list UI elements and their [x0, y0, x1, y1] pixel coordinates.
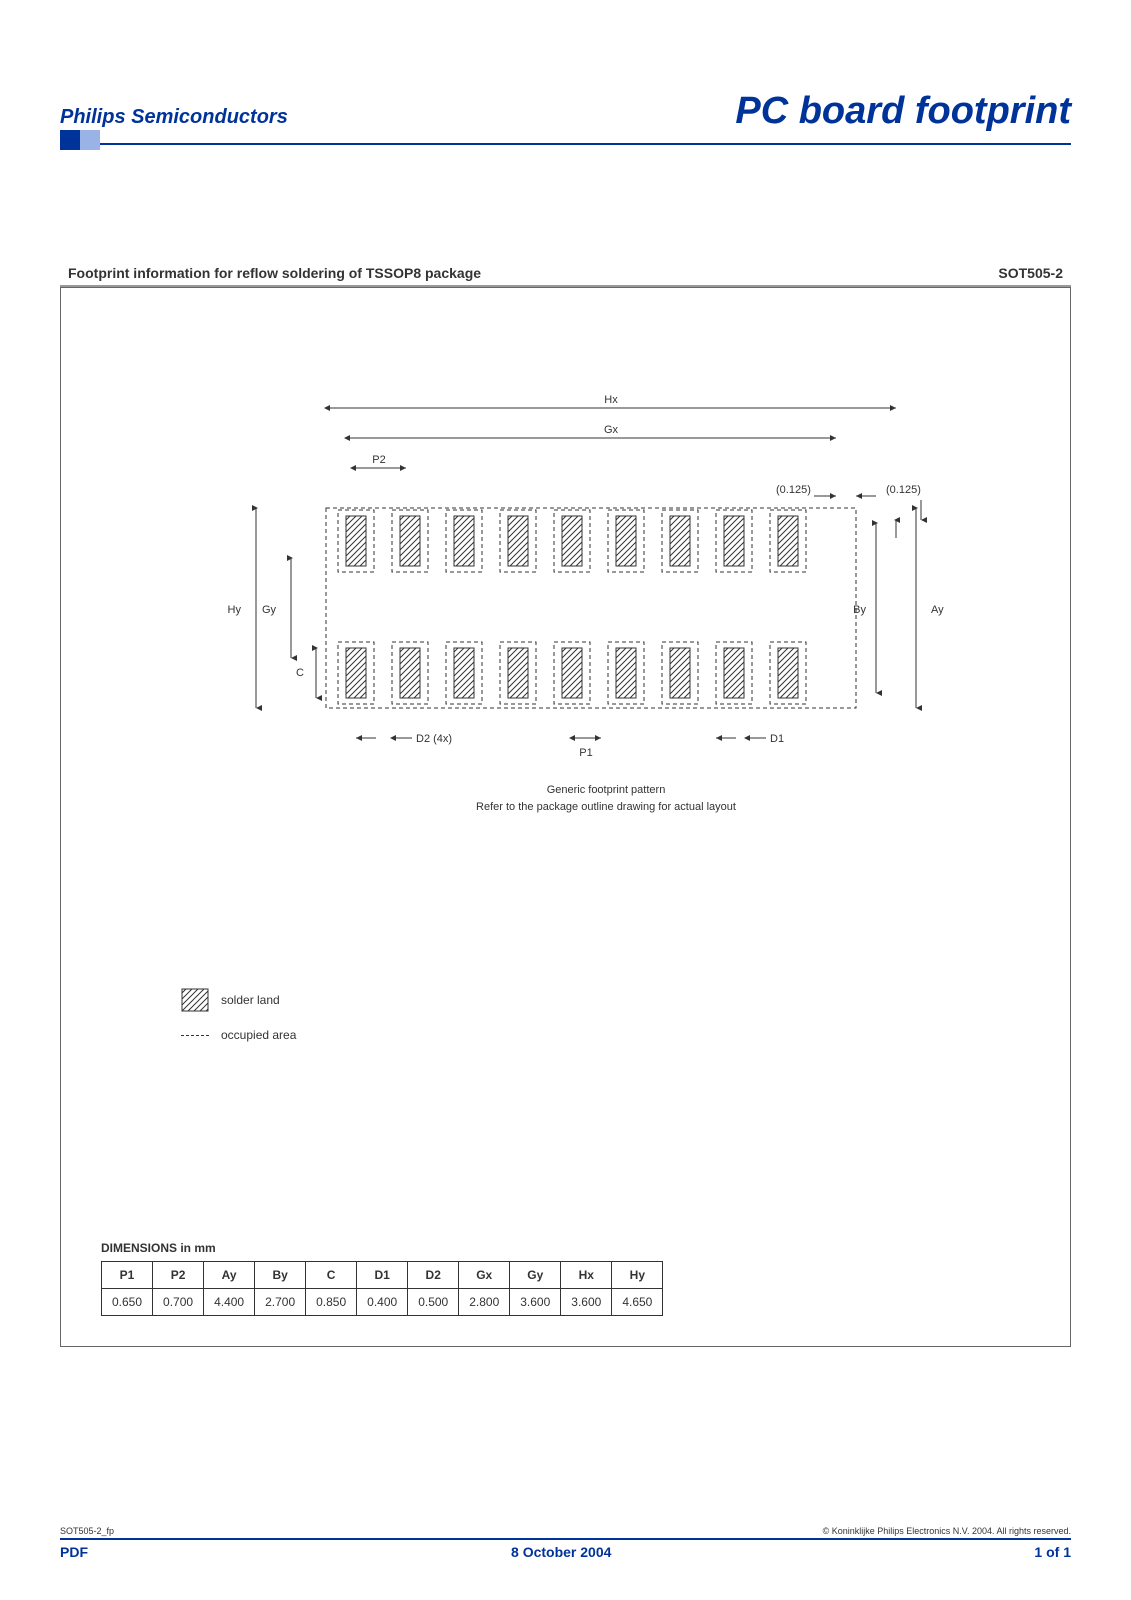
table-header-cell: D1	[357, 1262, 408, 1289]
page-footer: SOT505-2_fp © Koninklijke Philips Electr…	[60, 1526, 1071, 1560]
package-code: SOT505-2	[998, 265, 1063, 281]
label-gx: Gx	[603, 424, 618, 436]
legend-solder-land: solder land	[181, 988, 296, 1012]
legend-occupied-label: occupied area	[221, 1028, 296, 1042]
label-gy: Gy	[261, 604, 276, 616]
label-d2: D2 (4x)	[416, 733, 452, 745]
brand-name: Philips Semiconductors	[60, 106, 288, 129]
page-header: Philips Semiconductors PC board footprin…	[60, 90, 1071, 141]
table-header-row: P1P2AyByCD1D2GxGyHxHy	[102, 1262, 663, 1289]
table-header-cell: Gy	[510, 1262, 561, 1289]
table-header-cell: Ay	[204, 1262, 255, 1289]
table-header-cell: D2	[408, 1262, 459, 1289]
label-p2: P2	[372, 454, 385, 466]
page-title: PC board footprint	[735, 90, 1071, 133]
accent-square-dark	[60, 130, 80, 150]
label-by: By	[853, 604, 866, 616]
dash-swatch-icon	[181, 1035, 209, 1036]
table-cell: 0.700	[153, 1289, 204, 1316]
caption-line1: Generic footprint pattern	[546, 784, 665, 796]
table-cell: 4.650	[612, 1289, 663, 1316]
table-row: 0.6500.7004.4002.7000.8500.4000.5002.800…	[102, 1289, 663, 1316]
dimensions-section: DIMENSIONS in mm P1P2AyByCD1D2GxGyHxHy 0…	[101, 1241, 663, 1316]
label-ay: Ay	[931, 604, 944, 616]
label-tol-left: (0.125)	[776, 484, 811, 496]
table-cell: 0.500	[408, 1289, 459, 1316]
table-cell: 2.800	[459, 1289, 510, 1316]
diagram-container: Hx Gx P2 (0.125) (0.125) Hy Gy By Ay C D…	[60, 287, 1071, 1347]
doc-code: SOT505-2_fp	[60, 1526, 114, 1536]
footer-bottom-row: PDF 8 October 2004 1 of 1	[60, 1544, 1071, 1560]
dimensions-heading: DIMENSIONS in mm	[101, 1241, 663, 1255]
table-header-cell: By	[255, 1262, 306, 1289]
label-hx: Hx	[604, 394, 618, 406]
label-hy: Hy	[227, 604, 241, 616]
copyright-text: © Koninklijke Philips Electronics N.V. 2…	[823, 1526, 1071, 1536]
hatch-swatch-icon	[181, 988, 209, 1012]
table-header-cell: Hx	[561, 1262, 612, 1289]
table-cell: 0.650	[102, 1289, 153, 1316]
pdf-label: PDF	[60, 1544, 88, 1560]
accent-square-light	[80, 130, 100, 150]
footer-date: 8 October 2004	[511, 1544, 611, 1560]
header-rule	[60, 143, 1071, 145]
subtitle-text: Footprint information for reflow solderi…	[68, 265, 481, 281]
footprint-diagram: Hx Gx P2 (0.125) (0.125) Hy Gy By Ay C D…	[176, 348, 956, 848]
table-cell: 2.700	[255, 1289, 306, 1316]
label-p1: P1	[579, 747, 592, 759]
label-c: C	[296, 667, 304, 679]
label-d1: D1	[770, 733, 784, 745]
table-header-cell: Gx	[459, 1262, 510, 1289]
footer-top-row: SOT505-2_fp © Koninklijke Philips Electr…	[60, 1526, 1071, 1540]
table-header-cell: Hy	[612, 1262, 663, 1289]
table-header-cell: P2	[153, 1262, 204, 1289]
table-cell: 0.400	[357, 1289, 408, 1316]
label-tol-right: (0.125)	[886, 484, 921, 496]
caption-line2: Refer to the package outline drawing for…	[476, 801, 736, 813]
table-header-cell: P1	[102, 1262, 153, 1289]
table-cell: 4.400	[204, 1289, 255, 1316]
legend: solder land occupied area	[181, 988, 296, 1058]
legend-occupied-area: occupied area	[181, 1028, 296, 1042]
table-header-cell: C	[306, 1262, 357, 1289]
table-cell: 0.850	[306, 1289, 357, 1316]
legend-solder-label: solder land	[221, 993, 280, 1007]
table-cell: 3.600	[561, 1289, 612, 1316]
table-cell: 3.600	[510, 1289, 561, 1316]
dimensions-table: P1P2AyByCD1D2GxGyHxHy 0.6500.7004.4002.7…	[101, 1261, 663, 1316]
subtitle-row: Footprint information for reflow solderi…	[60, 265, 1071, 281]
page-number: 1 of 1	[1034, 1544, 1071, 1560]
